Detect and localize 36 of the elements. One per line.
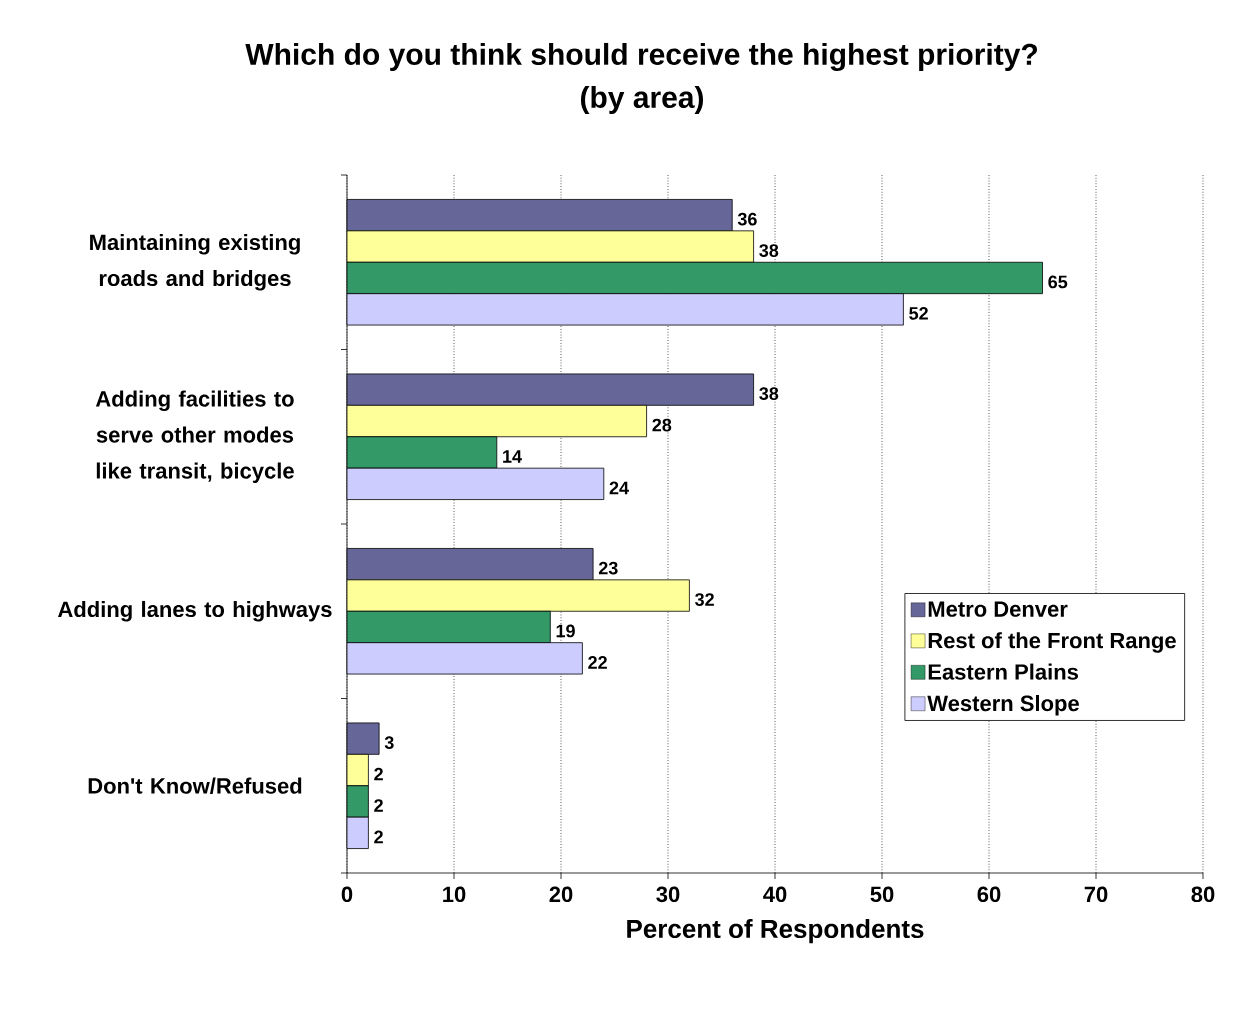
x-tick-label: 10 <box>443 886 466 903</box>
data-label: 28 <box>652 418 672 432</box>
data-label: 36 <box>737 212 757 226</box>
legend-label: Metro Denver <box>928 601 1068 617</box>
data-label: 14 <box>503 450 522 463</box>
data-label: 32 <box>695 593 714 606</box>
y-tick-label: Adding lanes to highways <box>58 600 332 622</box>
data-label: 65 <box>1048 275 1068 289</box>
data-label: 22 <box>588 656 607 669</box>
data-label: 2 <box>374 830 383 844</box>
data-label: 19 <box>556 624 575 638</box>
legend-label: Rest of the Front Range <box>928 632 1176 653</box>
data-label: 2 <box>374 767 383 781</box>
chart-subtitle: (by area) <box>580 86 703 114</box>
x-tick-label: 30 <box>656 886 680 903</box>
x-tick-label: 60 <box>977 886 1001 903</box>
x-tick-label: 20 <box>549 886 573 903</box>
x-tick-label: 80 <box>1191 886 1215 903</box>
legend-label: Western Slope <box>927 695 1079 716</box>
y-tick-label: Don't Know/Refused <box>88 777 302 794</box>
data-label: 38 <box>759 387 779 401</box>
x-tick-label: 70 <box>1084 886 1108 903</box>
data-label: 24 <box>609 481 629 495</box>
x-tick-label: 0 <box>341 886 353 903</box>
legend-label: Eastern Plains <box>928 663 1078 680</box>
data-label: 52 <box>909 306 928 320</box>
x-axis-title: Percent of Respondents <box>627 919 924 944</box>
y-tick-label: Adding facilities to serve other modes like transit, bicycle <box>95 390 294 484</box>
data-label: 2 <box>374 799 383 812</box>
data-label: 3 <box>384 736 394 750</box>
y-tick-label: Maintaining existing roads and bridges <box>90 233 300 291</box>
x-tick-label: 50 <box>870 886 894 903</box>
data-label: 23 <box>598 561 618 575</box>
x-tick-label: 40 <box>763 886 787 903</box>
data-label: 38 <box>759 244 779 257</box>
chart-title: Which do you think should receive the highest priority? <box>245 42 1038 72</box>
